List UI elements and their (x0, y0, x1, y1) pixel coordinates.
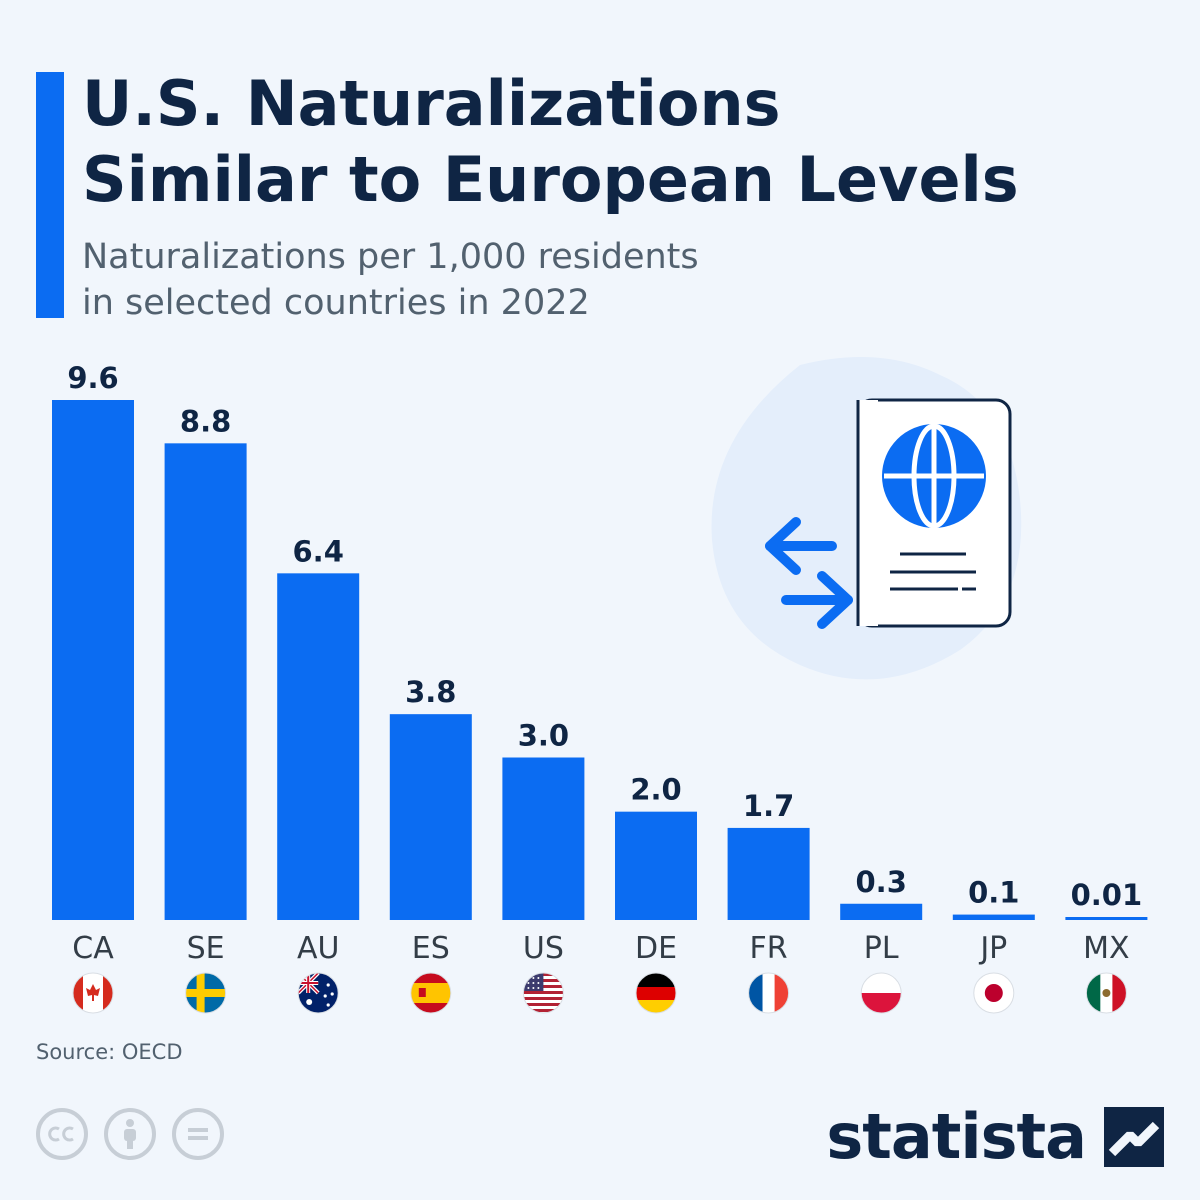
statista-logo: statista (826, 1100, 1164, 1173)
no-derivatives-icon (172, 1108, 224, 1160)
japan-flag-icon (973, 972, 1015, 1014)
bar-fr (727, 827, 810, 920)
title-line-1: U.S. Naturalizations (82, 67, 781, 140)
bar-es (389, 714, 472, 920)
sweden-flag-icon (185, 972, 227, 1014)
value-label-de: 2.0 (630, 773, 681, 807)
value-label-se: 8.8 (180, 404, 231, 438)
cc-icon (36, 1108, 88, 1160)
category-label-pl: PL (864, 931, 899, 966)
globe-icon (882, 423, 986, 529)
value-label-es: 3.8 (405, 675, 456, 709)
category-label-mx: MX (1083, 931, 1129, 966)
bar-pl (840, 903, 923, 920)
statista-logo-icon (1104, 1106, 1164, 1167)
title-line-2: Similar to European Levels (82, 143, 1019, 216)
category-label-es: ES (412, 931, 450, 966)
poland-flag-icon (860, 972, 902, 1014)
source-note: Source: OECD (36, 1040, 183, 1064)
bar-au (277, 573, 360, 920)
australia-flag-icon (297, 972, 339, 1014)
canada-flag-icon (72, 972, 114, 1014)
subtitle: Naturalizations per 1,000 residents in s… (82, 234, 1082, 326)
license-icons (36, 1108, 224, 1160)
mexico-flag-icon (1085, 972, 1127, 1014)
title-accent-bar (36, 72, 64, 318)
value-label-mx: 0.01 (1071, 878, 1143, 912)
subtitle-line-1: Naturalizations per 1,000 residents (82, 237, 699, 277)
bar-mx (1065, 917, 1148, 920)
category-label-jp: JP (978, 931, 1007, 966)
attribution-icon (104, 1108, 156, 1160)
germany-flag-icon (635, 972, 677, 1014)
category-label-us: US (523, 931, 564, 966)
spain-flag-icon (410, 972, 452, 1014)
category-label-se: SE (187, 931, 225, 966)
value-label-jp: 0.1 (968, 876, 1019, 910)
page-title: U.S. Naturalizations Similar to European… (82, 66, 1162, 218)
bar-de (615, 811, 697, 920)
usa-flag-icon (522, 972, 564, 1014)
category-label-fr: FR (750, 931, 788, 966)
bar-ca (52, 400, 134, 920)
category-label-ca: CA (72, 931, 114, 966)
france-flag-icon (748, 972, 790, 1014)
exchange-arrows-icon (765, 517, 853, 629)
passport-illustration (711, 357, 1022, 680)
bar-us (502, 757, 585, 920)
bar-jp (952, 914, 1035, 920)
category-label-au: AU (297, 931, 339, 966)
value-label-us: 3.0 (518, 719, 569, 753)
subtitle-line-2: in selected countries in 2022 (82, 283, 590, 323)
value-label-fr: 1.7 (743, 789, 794, 823)
value-label-au: 6.4 (293, 534, 344, 568)
brand-name: statista (826, 1100, 1087, 1173)
category-label-de: DE (635, 931, 677, 966)
value-label-pl: 0.3 (856, 865, 907, 899)
value-label-ca: 9.6 (67, 361, 118, 395)
bar-se (164, 443, 247, 920)
